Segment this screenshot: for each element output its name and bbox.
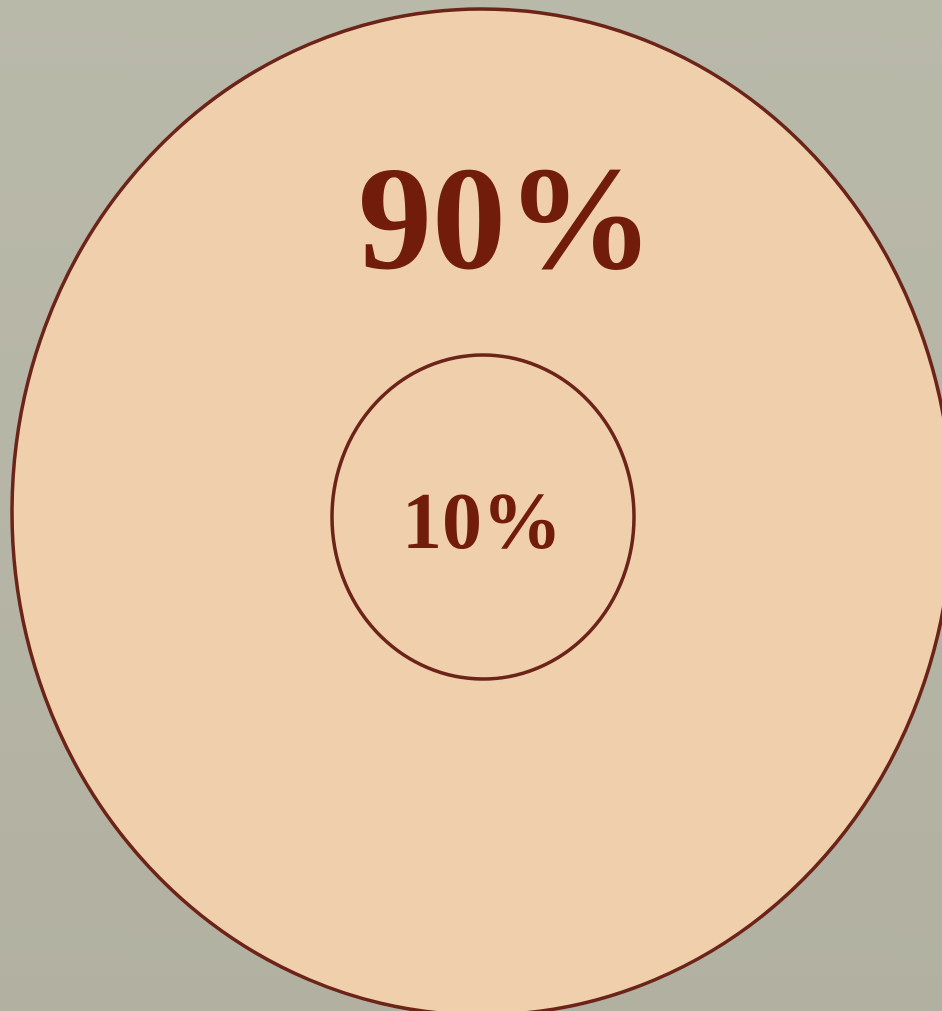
inner-circle (330, 353, 636, 681)
outer-circle-label: 90% (358, 137, 654, 301)
inner-circle-label: 10% (402, 478, 562, 566)
